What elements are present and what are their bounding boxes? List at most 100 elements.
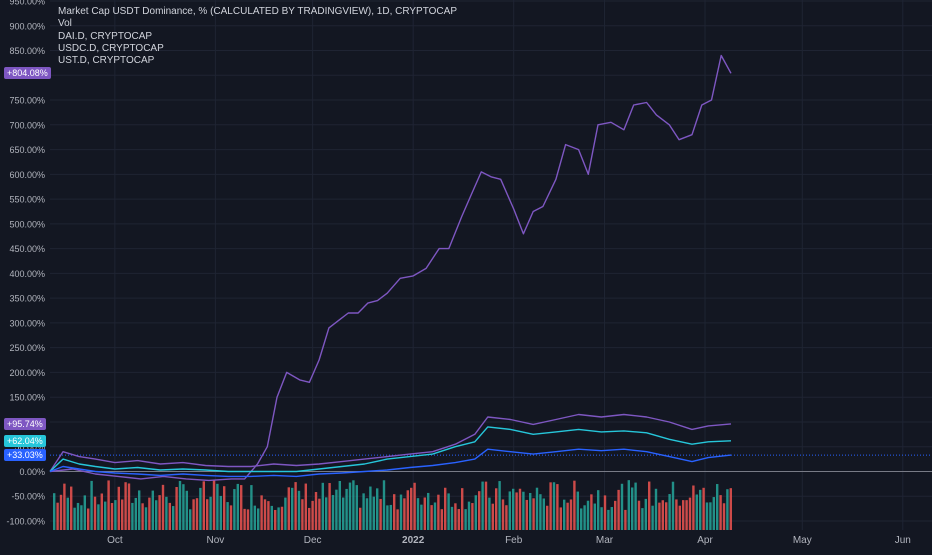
volume-bar [447,493,450,530]
volume-bar [104,501,107,530]
volume-bar [546,505,549,530]
volume-bar [321,482,324,530]
x-tick-label: Jun [895,535,911,546]
volume-bars [53,480,732,530]
legend-vol[interactable]: Vol [58,18,72,30]
volume-bar [651,505,654,530]
volume-bar [226,502,229,530]
volume-bar [501,499,505,530]
legend-main[interactable]: Market Cap USDT Dominance, % (CALCULATED… [58,6,457,17]
volume-bar [209,496,212,530]
volume-bar [267,501,270,530]
volume-bar [450,506,454,530]
series-ust-line [49,448,732,478]
y-tick-label: 950.00% [9,0,45,7]
volume-bar [59,494,63,530]
legend-usdc[interactable]: USDC.D, CRYPTOCAP [58,42,164,54]
volume-bar [457,509,460,530]
volume-bar [151,490,154,530]
volume-bar [168,502,171,530]
volume-bar [199,487,202,530]
volume-bar [376,488,379,530]
volume-bar [423,497,426,530]
volume-bar [236,483,239,530]
volume-bar [410,487,413,530]
y-tick-label: -50.00% [11,492,45,502]
volume-bar [726,489,729,530]
volume-bar [542,498,545,530]
volume-bar [192,499,195,530]
volume-bar [637,500,641,530]
y-tick-label: 750.00% [9,96,45,106]
volume-bar [634,482,637,530]
volume-bar [372,496,375,530]
volume-bar [617,489,620,530]
volume-bar [56,502,59,530]
volume-bar [365,498,369,530]
volume-bar [488,497,491,530]
volume-bar [195,498,199,530]
volume-bar [549,482,552,530]
x-tick-label: Mar [596,535,614,546]
volume-bar [461,488,464,530]
volume-bar [508,491,511,530]
volume-bar [620,483,624,530]
y-tick-label: 450.00% [9,244,45,254]
volume-bar [474,495,477,530]
volume-bar [110,503,114,530]
volume-bar [665,502,668,530]
volume-bar [342,497,345,530]
volume-bar [484,481,488,530]
y-tick-label: 650.00% [9,145,45,155]
legend-ust[interactable]: UST.D, CRYPTOCAP [58,55,155,67]
volume-bar [223,486,226,530]
x-tick-label: 2022 [402,535,425,546]
volume-bar [229,505,233,530]
volume-bar [515,492,518,530]
volume-bar [610,507,613,530]
volume-bar [243,508,246,530]
volume-bar [583,505,586,530]
volume-bar [440,509,443,530]
volume-bar [386,505,389,530]
volume-bar [427,492,430,530]
volume-bar [53,493,56,530]
volume-bar [301,499,304,530]
y-tick-label: 300.00% [9,318,45,328]
volume-bar [331,495,335,530]
volume-bar [454,503,457,530]
volume-bar [627,480,630,530]
volume-bar [212,480,216,530]
volume-bar [685,500,688,530]
volume-bar [87,508,90,530]
volume-bar [359,507,362,530]
volume-bar [695,494,698,530]
volume-bar [512,488,515,530]
volume-bar [325,497,328,530]
volume-bar [314,491,318,530]
volume-bar [563,499,566,530]
volume-bar [631,487,634,530]
legend-dai[interactable]: DAI.D, CRYPTOCAP [58,30,153,42]
volume-bar [294,482,297,530]
volume-bar [362,493,365,530]
volume-bar [498,481,501,530]
volume-bar [189,509,192,530]
x-tick-label: Oct [107,535,123,546]
volume-bar [532,498,535,530]
volume-bar [495,488,498,530]
volume-bar [304,483,307,530]
volume-bar [403,498,406,530]
series-dai-line [49,413,732,472]
volume-bar [287,487,290,530]
volume-bar [206,499,209,530]
volume-bar [97,504,100,530]
y-tick-label: 50.00% [14,442,45,452]
volume-bar [396,509,399,530]
volume-bar [624,509,627,530]
volume-bar [702,487,705,530]
volume-bar [280,506,284,530]
volume-bar [250,485,253,530]
